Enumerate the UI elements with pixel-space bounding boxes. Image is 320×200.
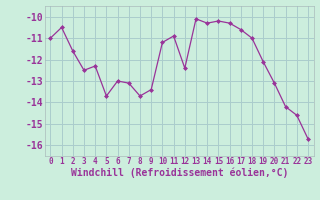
- X-axis label: Windchill (Refroidissement éolien,°C): Windchill (Refroidissement éolien,°C): [70, 168, 288, 178]
